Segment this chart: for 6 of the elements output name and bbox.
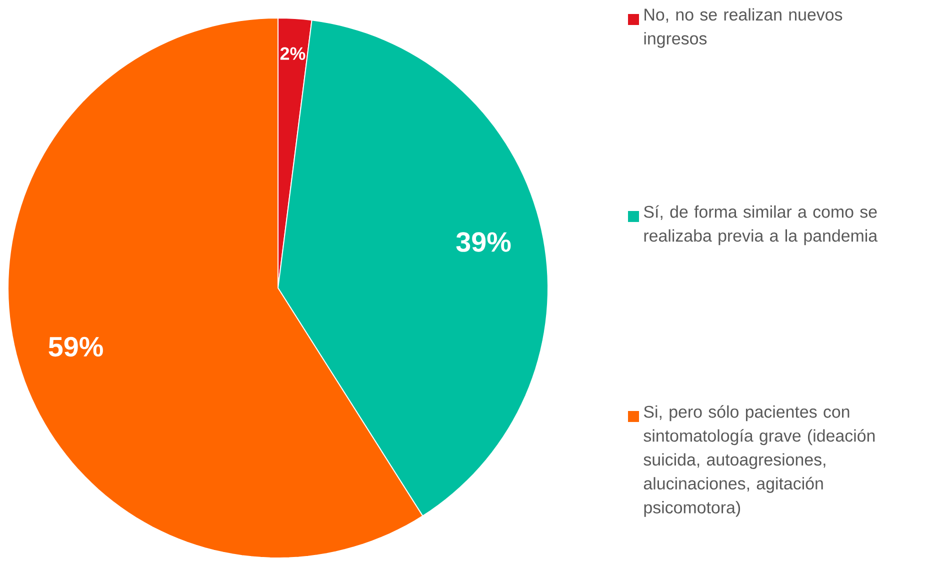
legend-label: No, no se realizan nuevos ingresos [644,8,842,48]
data-label: 59% [48,336,103,357]
legend-label: Si, pero sólo pacientes con sintomatología grave (ideación suicida, autoagresiones, alucinaciones, agitación psicomotora) [644,405,875,517]
data-label: 2% [280,47,306,60]
data-label: 39% [456,232,511,252]
legend-label: Sí, de forma similar a como se realizaba previa a la pandemia [644,205,878,246]
